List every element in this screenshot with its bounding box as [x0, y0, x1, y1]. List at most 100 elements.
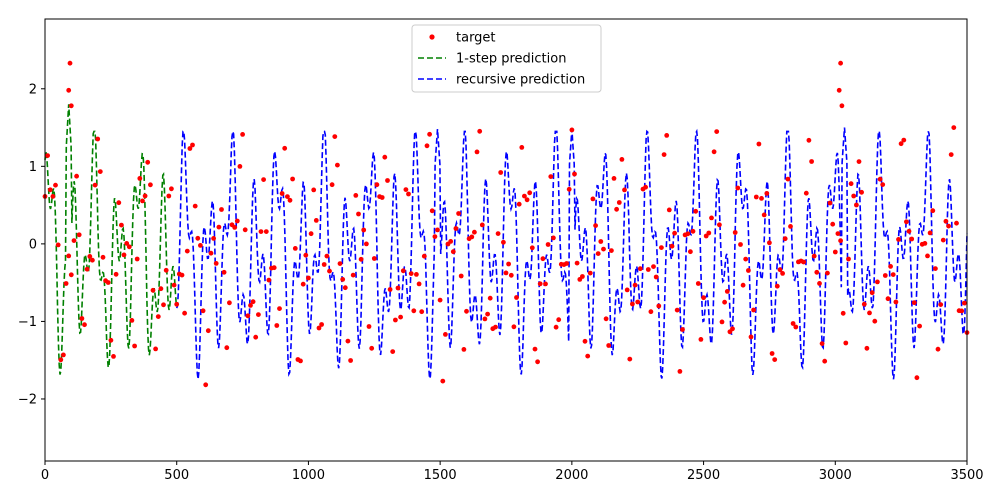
target-point	[761, 212, 767, 218]
target-point	[198, 243, 203, 248]
target-point	[290, 176, 295, 182]
target-point	[393, 317, 398, 323]
target-point	[882, 273, 888, 278]
target-point	[68, 272, 74, 278]
target-point	[569, 127, 575, 133]
target-point	[574, 260, 580, 266]
target-point	[832, 249, 838, 255]
target-point	[298, 358, 303, 364]
target-point	[730, 326, 735, 332]
target-point	[421, 253, 427, 259]
target-point	[74, 173, 79, 179]
target-point	[946, 223, 951, 229]
target-point	[624, 287, 630, 293]
target-point	[861, 301, 867, 307]
target-point	[137, 176, 143, 181]
target-point	[856, 159, 862, 165]
target-point	[208, 250, 214, 256]
x-tick-label: 0	[41, 468, 49, 483]
target-point	[780, 271, 785, 276]
target-point	[319, 322, 324, 327]
target-point	[680, 327, 685, 332]
target-point	[408, 271, 414, 276]
target-point	[535, 359, 540, 365]
target-point	[263, 229, 269, 235]
target-point	[933, 266, 938, 271]
target-point	[482, 316, 488, 322]
target-point	[203, 382, 209, 388]
x-tick-label: 2500	[687, 468, 720, 483]
target-point	[529, 245, 535, 251]
target-point	[487, 295, 493, 301]
target-point	[153, 346, 159, 352]
target-point	[119, 222, 124, 228]
target-point	[803, 190, 809, 196]
target-point	[677, 369, 683, 374]
target-point	[616, 200, 622, 205]
target-point	[105, 280, 111, 285]
target-point	[266, 277, 272, 283]
target-point	[435, 227, 440, 233]
target-point	[769, 351, 775, 356]
target-point	[271, 265, 277, 271]
target-point	[205, 328, 211, 334]
target-point	[432, 234, 438, 240]
target-point	[300, 281, 306, 287]
target-point	[836, 87, 842, 93]
target-point	[582, 338, 588, 344]
target-point	[258, 229, 264, 235]
target-point	[174, 301, 180, 307]
target-point	[337, 261, 343, 266]
target-point	[774, 283, 780, 289]
target-point	[498, 170, 504, 175]
target-point	[743, 256, 749, 262]
target-point	[245, 313, 251, 319]
target-point	[822, 358, 828, 364]
target-point	[819, 341, 825, 346]
target-point	[511, 324, 517, 330]
target-point	[184, 248, 190, 254]
target-point	[356, 211, 361, 217]
target-point	[232, 225, 238, 230]
legend-1-step-prediction: 1-step prediction	[456, 52, 566, 67]
target-point	[448, 239, 454, 244]
target-point	[461, 347, 467, 352]
x-tick-label: 2000	[555, 468, 588, 483]
target-point	[155, 314, 161, 319]
target-point	[698, 337, 704, 342]
target-point	[414, 272, 419, 277]
target-point	[627, 356, 633, 362]
target-point	[782, 236, 788, 242]
target-point	[606, 343, 612, 348]
target-point	[767, 240, 772, 246]
target-point	[695, 281, 701, 286]
target-point	[614, 206, 619, 212]
target-point	[948, 152, 954, 158]
target-point	[740, 282, 746, 288]
target-point	[345, 338, 351, 344]
target-point	[495, 231, 501, 237]
target-point	[545, 242, 551, 247]
target-point	[171, 282, 177, 288]
target-point	[192, 203, 198, 209]
target-point	[595, 251, 601, 256]
target-point	[962, 300, 967, 306]
target-point	[746, 268, 751, 273]
target-point	[722, 299, 727, 305]
target-point	[659, 245, 664, 251]
target-point	[53, 182, 58, 188]
target-point	[429, 208, 435, 214]
target-point	[601, 246, 606, 252]
target-point	[664, 133, 670, 138]
target-point	[527, 190, 533, 196]
target-point	[277, 306, 282, 311]
target-point	[748, 334, 754, 340]
target-point	[532, 346, 538, 352]
legend: target 1-step prediction recursive predict…	[411, 24, 602, 93]
target-point	[87, 254, 93, 259]
target-point	[735, 185, 741, 191]
target-point	[398, 314, 403, 320]
x-tick-label: 1500	[424, 468, 457, 483]
target-point	[221, 269, 227, 275]
target-point	[134, 256, 140, 262]
